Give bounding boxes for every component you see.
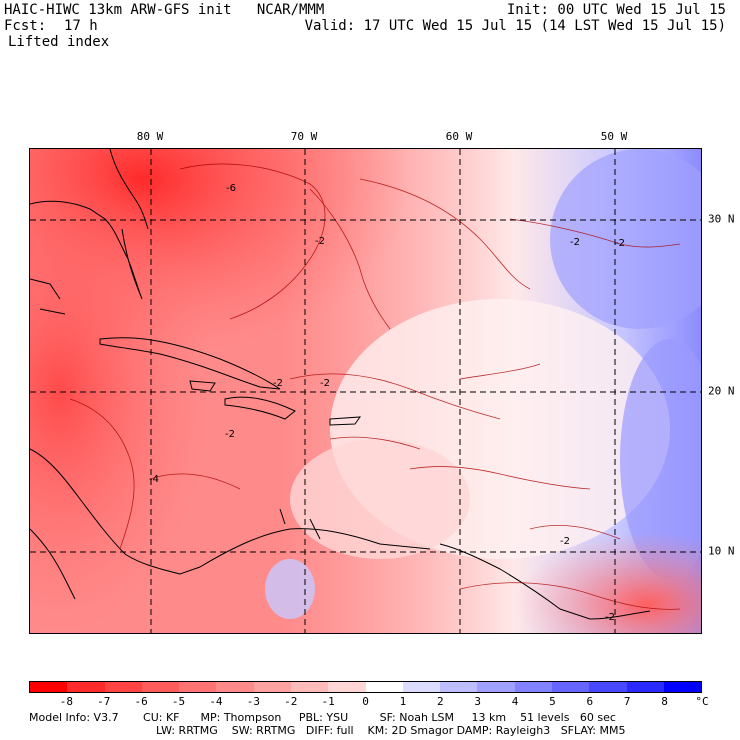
lon-label-50w: 50 W bbox=[600, 130, 628, 143]
colorbar-tick-label: -1 bbox=[321, 695, 335, 708]
forecast-hour: 17 h bbox=[64, 18, 98, 34]
colorbar-swatch bbox=[141, 682, 180, 692]
contour-label: -2 bbox=[315, 236, 325, 247]
contour-lines bbox=[69, 163, 681, 610]
caribbean-pale-zone bbox=[290, 439, 470, 559]
lat-label-10n: 10 N bbox=[708, 544, 735, 558]
lat-label-30n: 30 N bbox=[708, 212, 735, 226]
forecast-label: Fcst: bbox=[4, 18, 47, 34]
colorbar-tick-label: -4 bbox=[209, 695, 223, 708]
init-time: Init: 00 UTC Wed 15 Jul 15 bbox=[506, 2, 726, 18]
colorbar-swatch bbox=[402, 682, 441, 692]
colorbar-tick-label: 5 bbox=[549, 695, 556, 708]
colorbar-swatch bbox=[30, 682, 68, 692]
colorbar bbox=[29, 681, 702, 693]
colorbar-swatch bbox=[663, 682, 702, 692]
blue-zone-ne bbox=[550, 149, 701, 329]
colorbar-swatch bbox=[514, 682, 552, 692]
colorbar-swatch bbox=[589, 682, 627, 692]
colorbar-tick-label: 6 bbox=[586, 695, 594, 708]
colorbar-tick-label: 3 bbox=[474, 695, 481, 708]
lon-label-60w: 60 W bbox=[445, 130, 473, 143]
colorbar-swatch bbox=[216, 682, 254, 692]
colorbar-tick-label: 4 bbox=[511, 695, 519, 708]
latlon-grid bbox=[30, 149, 701, 633]
contour-label: -6 bbox=[226, 183, 236, 194]
contour-label: -4 bbox=[149, 474, 159, 485]
contour-label: -2 bbox=[615, 238, 625, 249]
contour-label: -2 bbox=[320, 378, 330, 389]
contour-label: -2 bbox=[570, 237, 580, 248]
colorbar-tick-label: -5 bbox=[171, 695, 186, 708]
model-info-line1: Model Info: V3.7 CU: KF MP: Thompson PBL… bbox=[29, 711, 616, 724]
model-title: HAIC-HIWC 13km ARW-GFS init NCAR/MMM bbox=[4, 2, 325, 18]
colorbar-swatch bbox=[551, 682, 590, 692]
colorbar-tick-label: 7 bbox=[623, 695, 631, 708]
lat-label-20n: 20 N bbox=[708, 384, 735, 398]
contour-label: -2 bbox=[605, 612, 615, 623]
colorbar-swatch bbox=[365, 682, 403, 692]
colorbar-tick-label: 1 bbox=[399, 695, 407, 708]
contour-label: -2 bbox=[225, 429, 235, 440]
blue-spot-south bbox=[265, 559, 315, 619]
colorbar-tick-label: -3 bbox=[246, 695, 260, 708]
colorbar-tick-label: -2 bbox=[284, 695, 298, 708]
colorbar-tick-label: 0 bbox=[362, 695, 369, 708]
valid-time: Valid: 17 UTC Wed 15 Jul 15 (14 LST Wed … bbox=[304, 18, 726, 34]
colorbar-tick-label: 8 bbox=[661, 695, 668, 708]
contour-label: -2 bbox=[560, 536, 570, 547]
field-name: Lifted index bbox=[8, 34, 110, 50]
colorbar-swatch bbox=[626, 682, 664, 692]
colorbar-tick-label: 2 bbox=[436, 695, 444, 708]
colorbar-swatch bbox=[253, 682, 291, 692]
colorbar-swatch bbox=[440, 682, 478, 692]
colorbar-tick-label: -8 bbox=[59, 695, 73, 708]
lon-label-80w: 80 W bbox=[136, 130, 164, 143]
colorbar-swatch bbox=[290, 682, 329, 692]
map-panel: -6 -2 -2 -2 -2 -2 -2 -4 -2 -2 bbox=[29, 148, 702, 634]
colorbar-swatch bbox=[477, 682, 515, 692]
colorbar-tick-label: -7 bbox=[97, 695, 111, 708]
model-info-line2: LW: RRTMG SW: RRTMG DIFF: full KM: 2D Sm… bbox=[156, 724, 626, 737]
colorbar-tick-label: -6 bbox=[134, 695, 148, 708]
colorbar-swatch bbox=[328, 682, 366, 692]
lifted-index-map: -6 -2 -2 -2 -2 -2 -2 -4 -2 -2 bbox=[30, 149, 701, 633]
colorbar-swatch bbox=[67, 682, 105, 692]
colorbar-swatch bbox=[179, 682, 217, 692]
contour-label: -2 bbox=[273, 378, 283, 389]
colorbar-swatch bbox=[104, 682, 142, 692]
lon-label-70w: 70 W bbox=[290, 130, 318, 143]
colorbar-unit: °C bbox=[695, 695, 709, 708]
